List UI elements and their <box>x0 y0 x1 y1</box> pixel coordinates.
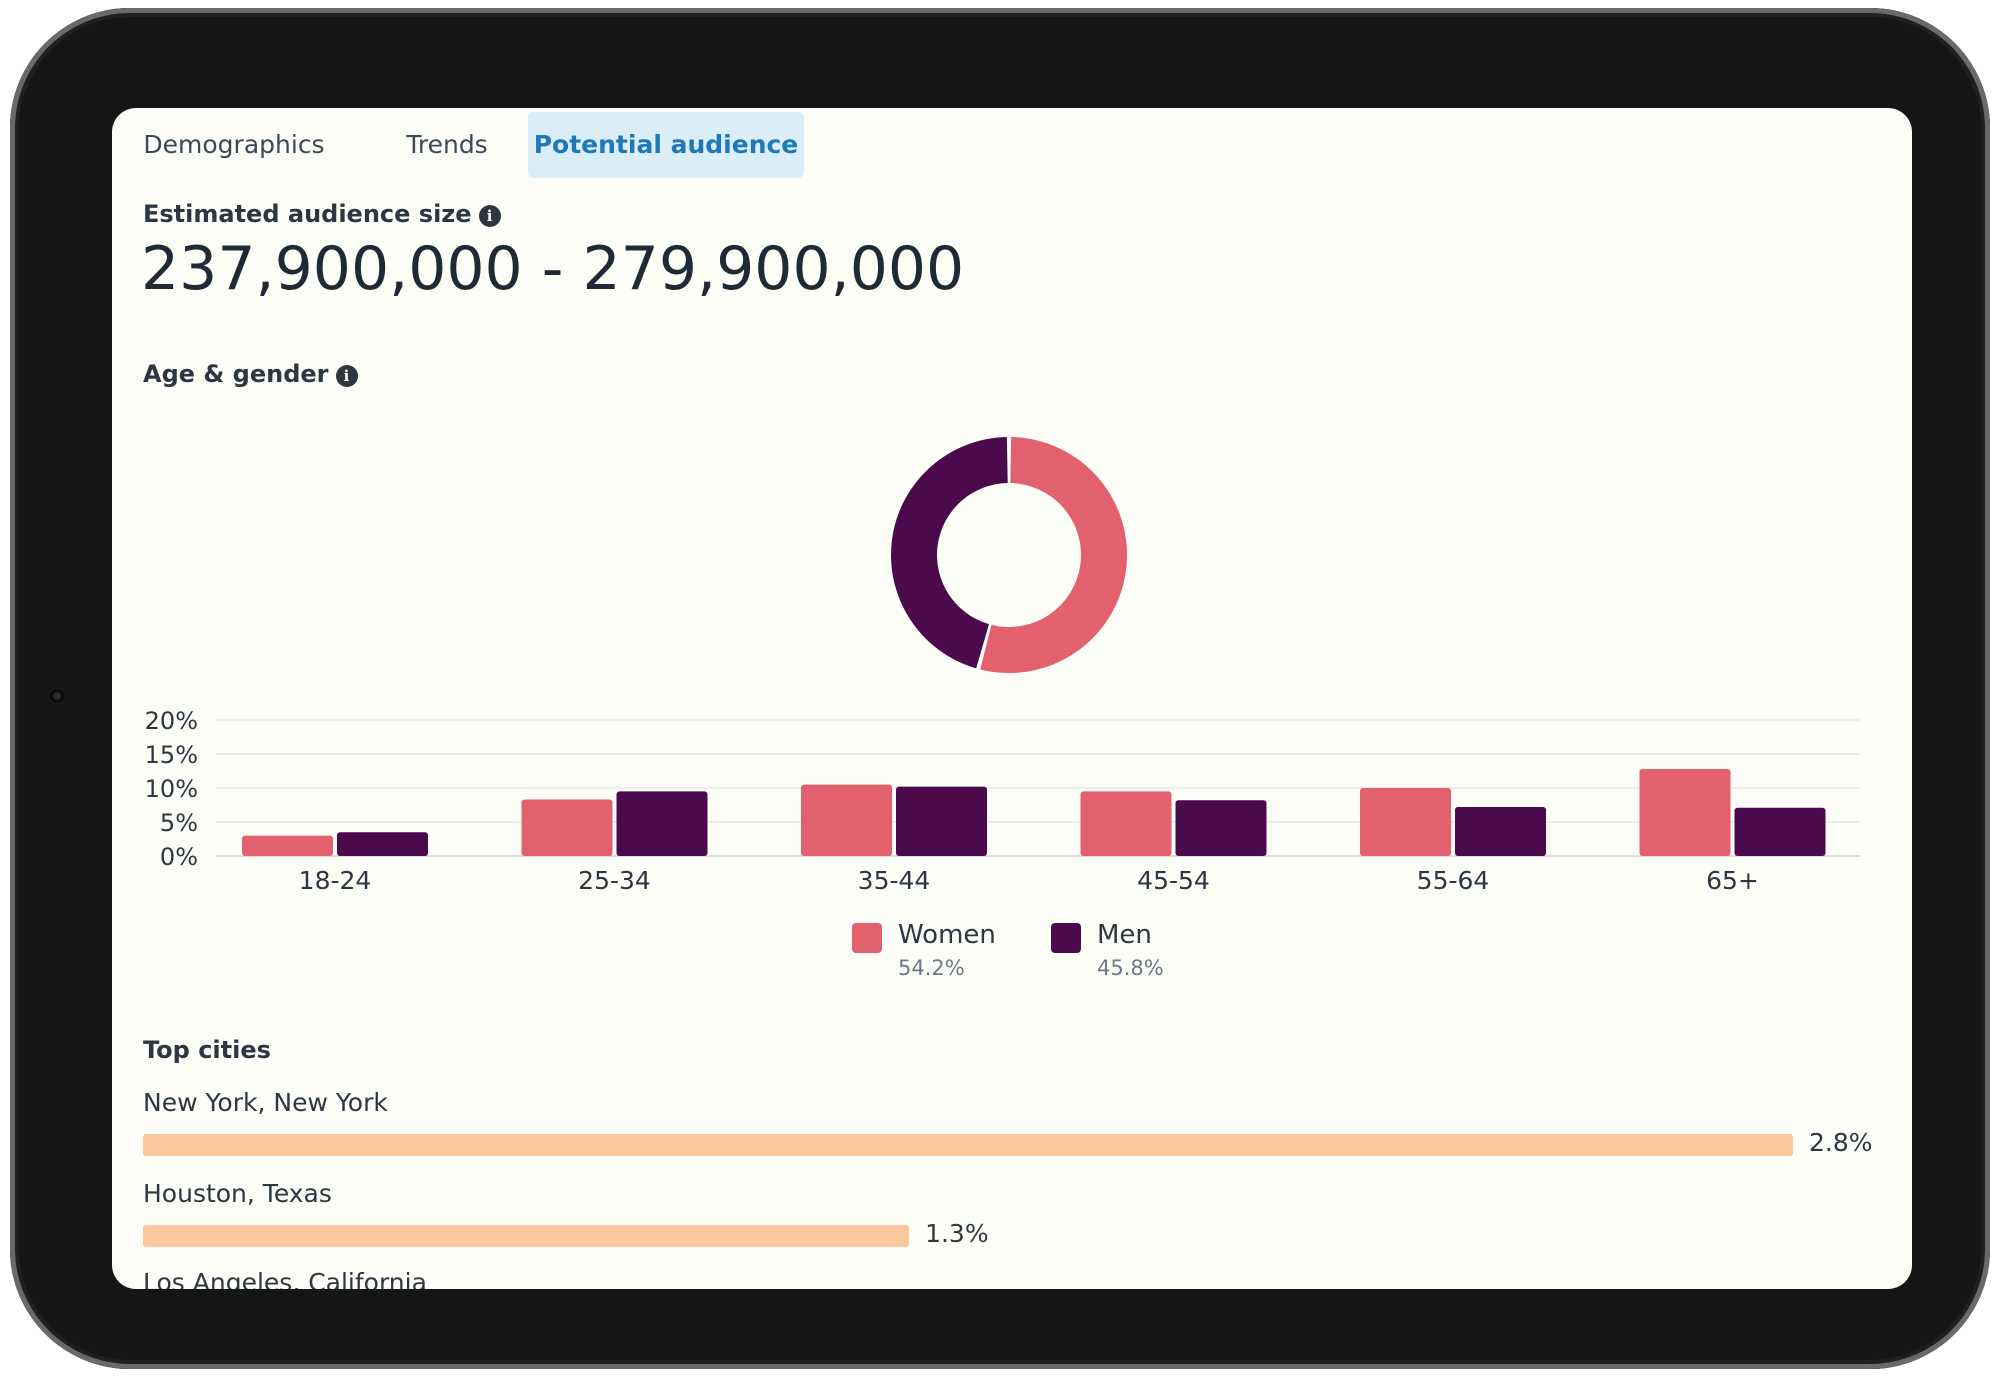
bar-men-45-54[interactable] <box>1175 800 1267 856</box>
age-gender-bar-chart: 0% 5% 10% 15% 20% 18-24 25-34 35-44 45-54 55-64 65… <box>145 707 1860 895</box>
y-tick-label: 0% <box>160 843 198 871</box>
bar-men-25-34[interactable] <box>616 791 708 856</box>
bar-men-18-24[interactable] <box>337 832 428 856</box>
bar-women-25-34[interactable] <box>521 799 613 856</box>
tab-bar: Demographics Trends Potential audience <box>112 108 1912 178</box>
legend-men-swatch <box>1051 923 1081 953</box>
x-tick-label: 25-34 <box>578 866 651 895</box>
bar-men-65+[interactable] <box>1734 807 1826 856</box>
donut-slice-men[interactable] <box>891 437 1008 669</box>
x-tick-label: 45-54 <box>1137 866 1210 895</box>
y-tick-label: 20% <box>145 707 198 735</box>
city-name: New York, New York <box>143 1088 388 1117</box>
tab-demographics[interactable]: Demographics <box>143 130 325 159</box>
bar-women-65+[interactable] <box>1639 768 1731 856</box>
x-tick-label: 55-64 <box>1417 866 1490 895</box>
y-tick-label: 15% <box>145 741 198 769</box>
city-name: Houston, Texas <box>143 1179 332 1208</box>
bar-men-35-44[interactable] <box>896 786 987 856</box>
audience-size-value: 237,900,000 - 279,900,000 <box>141 234 965 304</box>
tab-trends[interactable]: Trends <box>406 130 488 159</box>
age-gender-label: Age & gender i <box>143 360 358 388</box>
legend-women-label: Women <box>898 920 996 950</box>
legend-women-pct: 54.2% <box>898 956 965 980</box>
screen: Demographics Trends Potential audience E… <box>112 108 1912 1289</box>
bar-women-55-64[interactable] <box>1360 788 1451 856</box>
camera-dot <box>50 689 64 703</box>
bar-women-18-24[interactable] <box>242 835 333 856</box>
city-name: Los Angeles, California <box>143 1268 427 1289</box>
y-tick-label: 5% <box>160 809 198 837</box>
tablet-frame: Demographics Trends Potential audience E… <box>10 8 1990 1369</box>
tab-potential-audience[interactable]: Potential audience <box>528 112 804 178</box>
audience-size-label-text: Estimated audience size <box>143 200 472 228</box>
x-tick-label: 18-24 <box>299 866 372 895</box>
top-cities-label: Top cities <box>143 1036 271 1064</box>
audience-size-label: Estimated audience size i <box>143 200 501 228</box>
x-tick-label: 65+ <box>1706 866 1759 895</box>
info-icon[interactable]: i <box>478 205 501 227</box>
donut-slice-women[interactable] <box>980 437 1127 673</box>
bar-men-55-64[interactable] <box>1455 807 1546 856</box>
city-pct: 2.8% <box>1809 1128 1873 1157</box>
gender-donut-chart <box>891 437 1127 673</box>
legend-women-swatch <box>852 923 882 953</box>
info-icon[interactable]: i <box>335 365 358 387</box>
legend-men-pct: 45.8% <box>1097 956 1164 980</box>
bar-women-45-54[interactable] <box>1080 791 1172 856</box>
bar-women-35-44[interactable] <box>801 784 892 856</box>
age-gender-label-text: Age & gender <box>143 360 329 388</box>
city-pct: 1.3% <box>925 1219 989 1248</box>
city-bar <box>143 1225 910 1247</box>
legend-men-label: Men <box>1097 920 1152 950</box>
x-tick-label: 35-44 <box>858 866 931 895</box>
city-bar <box>143 1134 1793 1156</box>
y-tick-label: 10% <box>145 775 198 803</box>
